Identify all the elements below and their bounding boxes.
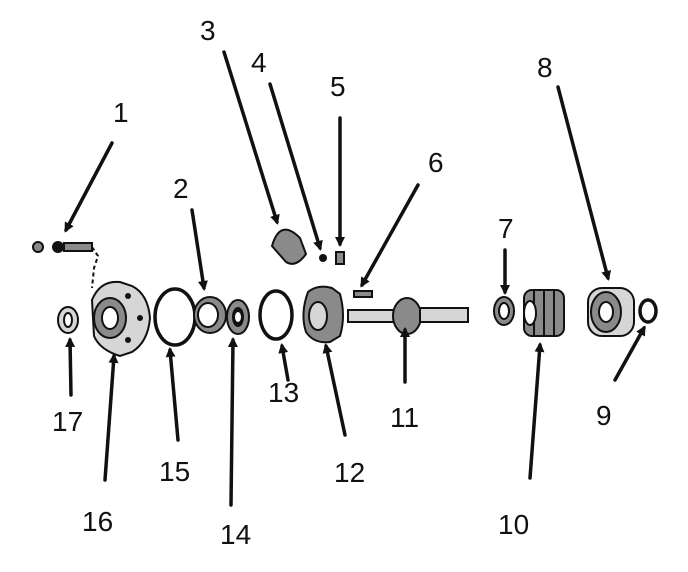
part-14-bearing-cone (226, 299, 250, 335)
label-3: 3 (200, 15, 216, 46)
label-16: 16 (82, 506, 113, 537)
part-12-carrier (302, 285, 344, 344)
part-8-drum (587, 287, 635, 337)
label-17: 17 (52, 406, 83, 437)
arrow-2 (190, 208, 208, 291)
label-5: 5 (330, 71, 346, 102)
arrow-13 (278, 343, 290, 382)
label-6: 6 (428, 147, 444, 178)
label-10: 10 (498, 509, 529, 540)
label-15: 15 (159, 456, 190, 487)
label-11: 11 (390, 402, 419, 433)
part-7-washer (493, 296, 515, 326)
arrow-12 (322, 343, 347, 437)
label-4: 4 (251, 47, 267, 78)
part-2-bearing-cup (193, 296, 227, 334)
label-12: 12 (334, 457, 365, 488)
label-8: 8 (537, 52, 553, 83)
label-13: 13 (268, 377, 299, 408)
arrow-6 (360, 183, 420, 288)
arrow-17 (65, 337, 76, 397)
arrow-9 (613, 325, 646, 382)
arrow-8 (556, 85, 612, 281)
label-14: 14 (220, 519, 251, 550)
arrow-15 (165, 347, 180, 442)
part-9-snap-ring (638, 298, 658, 324)
arrow-14 (227, 337, 238, 507)
label-7-top: 7 (498, 213, 514, 244)
arrow-1 (64, 141, 114, 233)
arrow-4 (268, 82, 323, 251)
label-1: 1 (113, 97, 129, 128)
part-16-housing (90, 280, 152, 358)
part-10-gear (523, 289, 565, 337)
part-1-bolt (32, 241, 100, 289)
part-3-shift-fork (270, 228, 308, 265)
arrow-3 (222, 50, 280, 225)
part-13-o-ring (258, 289, 294, 341)
part-6-pin (353, 290, 373, 298)
part-17-seal (57, 306, 79, 334)
arrow-16 (103, 353, 119, 482)
part-4-ball (319, 254, 327, 262)
part-5-pin (335, 251, 345, 265)
label-2: 2 (173, 173, 189, 204)
part-15-o-ring (153, 287, 197, 347)
arrow-10 (528, 342, 545, 480)
label-9: 9 (596, 400, 612, 431)
part-11-shaft (347, 297, 469, 335)
